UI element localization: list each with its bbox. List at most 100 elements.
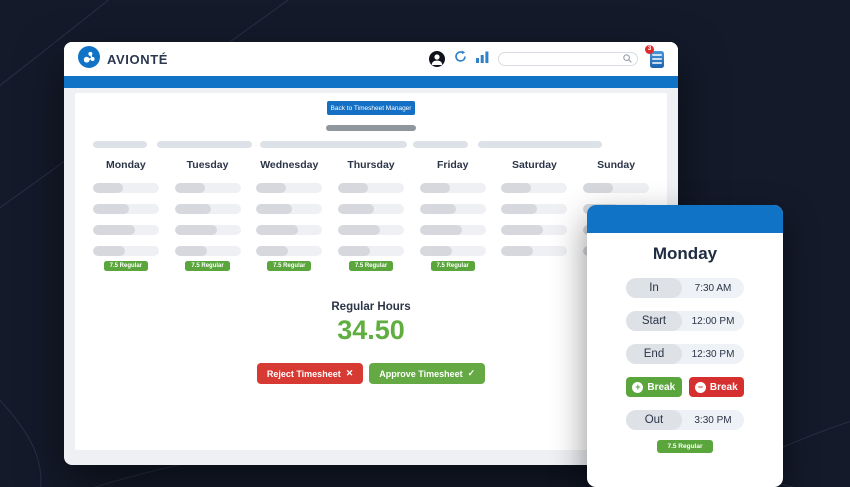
week-grid: Monday 7.5 Regular Tuesday 7.5 Regular Wedne… (75, 159, 667, 271)
skeleton-entry (337, 204, 404, 214)
app-launcher-icon[interactable]: 3 (645, 44, 664, 68)
skeleton-entry (337, 246, 404, 256)
punch-label-in: In (626, 278, 682, 298)
skeleton-bars-row (75, 141, 667, 148)
day-name: Thursday (347, 159, 395, 171)
skeleton-bar (93, 141, 147, 148)
add-break-button[interactable]: + Break (626, 377, 682, 397)
skeleton-entry (174, 204, 241, 214)
skeleton-entry (501, 183, 568, 193)
approve-timesheet-button[interactable]: Approve Timesheet ✓ (369, 363, 486, 384)
skeleton-entry (174, 183, 241, 193)
break-actions: + Break − Break (626, 377, 744, 397)
skeleton-entry (583, 183, 650, 193)
skeleton-entry (337, 225, 404, 235)
day-name: Monday (106, 159, 146, 171)
skeleton-bar (260, 141, 407, 148)
brand-name: AVIONTÉ (107, 51, 169, 67)
day-total-badge: 7.5 Regular (267, 261, 312, 271)
punch-row-start: Start 12:00 PM (626, 311, 744, 331)
refresh-icon[interactable] (454, 50, 467, 68)
day-name: Tuesday (186, 159, 229, 171)
user-avatar-icon[interactable] (429, 51, 445, 67)
search-icon (623, 50, 632, 68)
day-name: Saturday (511, 159, 557, 171)
day-name: Sunday (597, 159, 636, 171)
plus-icon: + (632, 381, 644, 393)
timesheet-actions: Reject Timesheet ✕ Approve Timesheet ✓ (256, 363, 486, 384)
skeleton-entry (92, 246, 159, 256)
skeleton-entry (337, 183, 404, 193)
remove-break-button[interactable]: − Break (688, 377, 744, 397)
search-input[interactable] (504, 54, 623, 64)
punch-label-out: Out (626, 410, 682, 430)
search-box[interactable] (498, 52, 638, 66)
add-break-label: Break (647, 381, 676, 393)
timesheet-panel: Back to Timesheet Manager Monday 7.5 Regu… (75, 93, 667, 450)
punch-time-in[interactable]: 7:30 AM (694, 282, 732, 294)
cross-icon: ✕ (345, 368, 354, 378)
skeleton-entry (501, 246, 568, 256)
skeleton-entry (92, 183, 159, 193)
primary-nav-bar (64, 76, 678, 88)
avionte-logo-icon (78, 45, 100, 73)
skeleton-entry (174, 246, 241, 256)
punch-row-in: In 7:30 AM (626, 278, 744, 298)
day-name: Wednesday (260, 159, 319, 171)
check-icon: ✓ (467, 368, 476, 378)
day-column-saturday[interactable]: Saturday (494, 159, 576, 271)
regular-hours-value: 34.50 (337, 315, 405, 345)
regular-hours-label: Regular Hours (331, 301, 411, 313)
skeleton-entry (419, 246, 486, 256)
skeleton-entry (256, 204, 323, 214)
day-column-wednesday[interactable]: Wednesday 7.5 Regular (248, 159, 330, 271)
skeleton-entry (92, 204, 159, 214)
skeleton-entry (174, 225, 241, 235)
skeleton-entry (256, 183, 323, 193)
minus-icon: − (694, 381, 706, 393)
skeleton-entry (419, 225, 486, 235)
day-detail-header (587, 205, 783, 233)
reject-label: Reject Timesheet (266, 368, 341, 379)
bar-chart-icon[interactable] (476, 50, 489, 68)
skeleton-entry (256, 225, 323, 235)
skeleton-bar (157, 141, 252, 148)
day-total-badge: 7.5 Regular (103, 261, 149, 271)
skeleton-bar (413, 141, 468, 148)
skeleton-entry (92, 225, 159, 235)
approve-label: Approve Timesheet (379, 368, 463, 379)
day-detail-card: Monday In 7:30 AM Start 12:00 PM End 12:… (587, 205, 783, 487)
app-window: AVIONTÉ (64, 42, 678, 465)
day-name: Friday (436, 159, 469, 171)
skeleton-entry (501, 225, 568, 235)
brand-logo: AVIONTÉ (78, 45, 169, 73)
day-total-badge: 7.5 Regular (657, 440, 713, 453)
punch-time-end[interactable]: 12:30 PM (691, 348, 735, 360)
punch-row-out: Out 3:30 PM (626, 410, 744, 430)
app-header: AVIONTÉ (64, 42, 678, 76)
skeleton-entry (419, 183, 486, 193)
punch-row-end: End 12:30 PM (626, 344, 744, 364)
day-column-monday[interactable]: Monday 7.5 Regular (85, 159, 167, 271)
calendar-app-icon (650, 50, 664, 68)
back-to-timesheet-manager-button[interactable]: Back to Timesheet Manager (327, 101, 415, 115)
day-column-tuesday[interactable]: Tuesday 7.5 Regular (167, 159, 249, 271)
punch-label-start: Start (626, 311, 682, 331)
skeleton-bar (478, 141, 602, 148)
skeleton-entry (256, 246, 323, 256)
day-total-badge: 7.5 Regular (348, 261, 394, 271)
remove-break-label: Break (709, 381, 738, 393)
skeleton-entry (501, 204, 568, 214)
day-column-thursday[interactable]: Thursday 7.5 Regular (330, 159, 412, 271)
day-total-badge: 7.5 Regular (430, 261, 475, 271)
scroll-indicator[interactable] (326, 125, 416, 131)
punch-label-end: End (626, 344, 682, 364)
notification-badge: 3 (645, 44, 654, 54)
day-detail-title: Monday (652, 244, 718, 263)
reject-timesheet-button[interactable]: Reject Timesheet ✕ (256, 363, 364, 384)
punch-time-start[interactable]: 12:00 PM (691, 315, 735, 327)
skeleton-entry (419, 204, 486, 214)
punch-time-out[interactable]: 3:30 PM (694, 414, 732, 426)
day-column-friday[interactable]: Friday 7.5 Regular (412, 159, 494, 271)
day-total-badge: 7.5 Regular (185, 261, 230, 271)
